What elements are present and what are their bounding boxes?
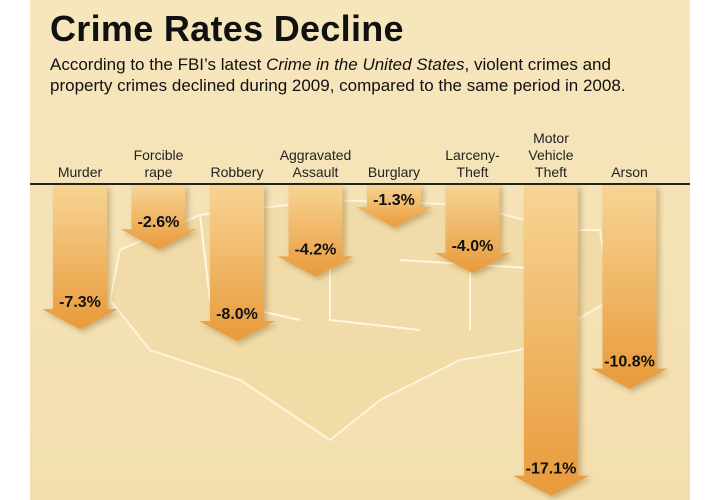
category-label: Arson — [611, 164, 648, 180]
category-label: Theft — [535, 164, 567, 180]
arrow-bar — [120, 185, 197, 250]
chart-title: Crime Rates Decline — [50, 8, 404, 49]
category-label: Forcible — [134, 147, 184, 163]
value-label: -4.0% — [452, 238, 494, 255]
category-label: Aggravated — [280, 147, 352, 163]
value-label: -10.8% — [604, 354, 655, 371]
category-label: Murder — [58, 164, 103, 180]
category-label: Burglary — [368, 164, 420, 180]
arrow-bar — [42, 185, 118, 330]
category-label: rape — [144, 164, 172, 180]
arrow-bar — [277, 185, 354, 277]
category-label: Robbery — [211, 164, 264, 180]
arrow-bar — [591, 185, 668, 389]
arrow-bar — [356, 185, 432, 228]
category-label: Assault — [293, 164, 339, 180]
subtitle-publication: Crime in the United States — [266, 55, 465, 74]
value-label: -7.3% — [59, 294, 101, 311]
value-label: -1.3% — [373, 192, 415, 209]
value-label: -17.1% — [526, 461, 577, 478]
arrow-bar — [434, 185, 511, 273]
arrow-bar — [513, 185, 589, 496]
value-label: -8.0% — [216, 306, 258, 323]
chart-subtitle: According to the FBI’s latest Crime in t… — [50, 54, 670, 96]
subtitle-text: , violent crimes and property crimes dec… — [50, 55, 626, 95]
value-label: -2.6% — [138, 214, 180, 231]
category-label: Larceny- — [445, 147, 500, 163]
category-label: Motor — [533, 130, 569, 146]
arrow-bar — [199, 185, 275, 341]
category-label: Theft — [457, 164, 489, 180]
subtitle-text: According to the FBI’s latest — [50, 55, 267, 74]
value-label: -4.2% — [295, 241, 337, 258]
category-label: Vehicle — [528, 147, 573, 163]
